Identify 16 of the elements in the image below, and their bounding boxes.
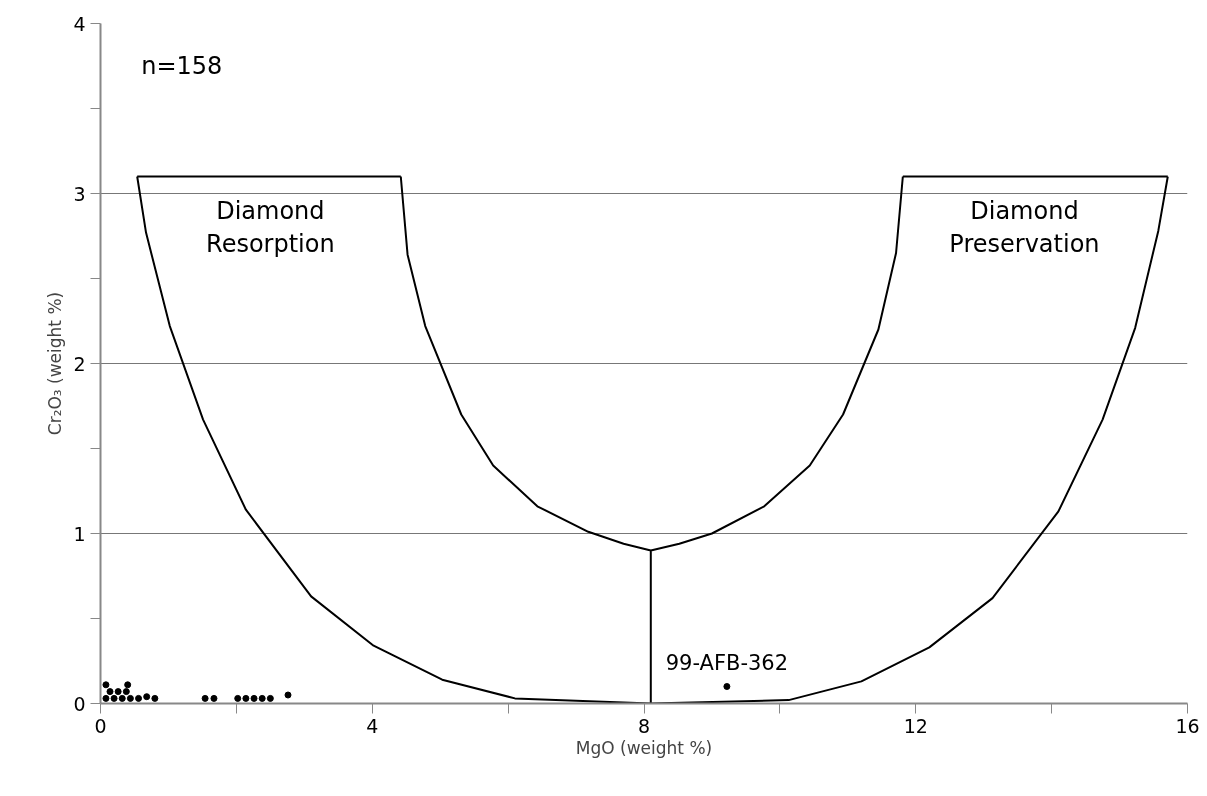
y-tick-label: 3: [73, 182, 86, 205]
y-tick-label: 1: [73, 522, 86, 545]
annotation: Diamond Preservation: [949, 196, 1100, 259]
y-tick-label: 0: [73, 692, 86, 715]
annotation: Diamond Resorption: [206, 196, 335, 259]
x-axis-title: MgO (weight %): [575, 737, 713, 758]
annotation: 99-AFB-362: [665, 650, 789, 675]
y-tick-label: 2: [73, 352, 86, 375]
annotation: n=158: [141, 52, 223, 80]
x-tick-label: 12: [903, 714, 928, 737]
y-axis-title: Cr₂O₃ (weight %): [45, 291, 66, 436]
x-tick-label: 4: [366, 714, 379, 737]
x-tick-label: 0: [94, 714, 107, 737]
x-tick-label: 16: [1175, 714, 1200, 737]
y-tick-label: 4: [73, 12, 86, 35]
x-tick-label: 8: [637, 714, 651, 737]
